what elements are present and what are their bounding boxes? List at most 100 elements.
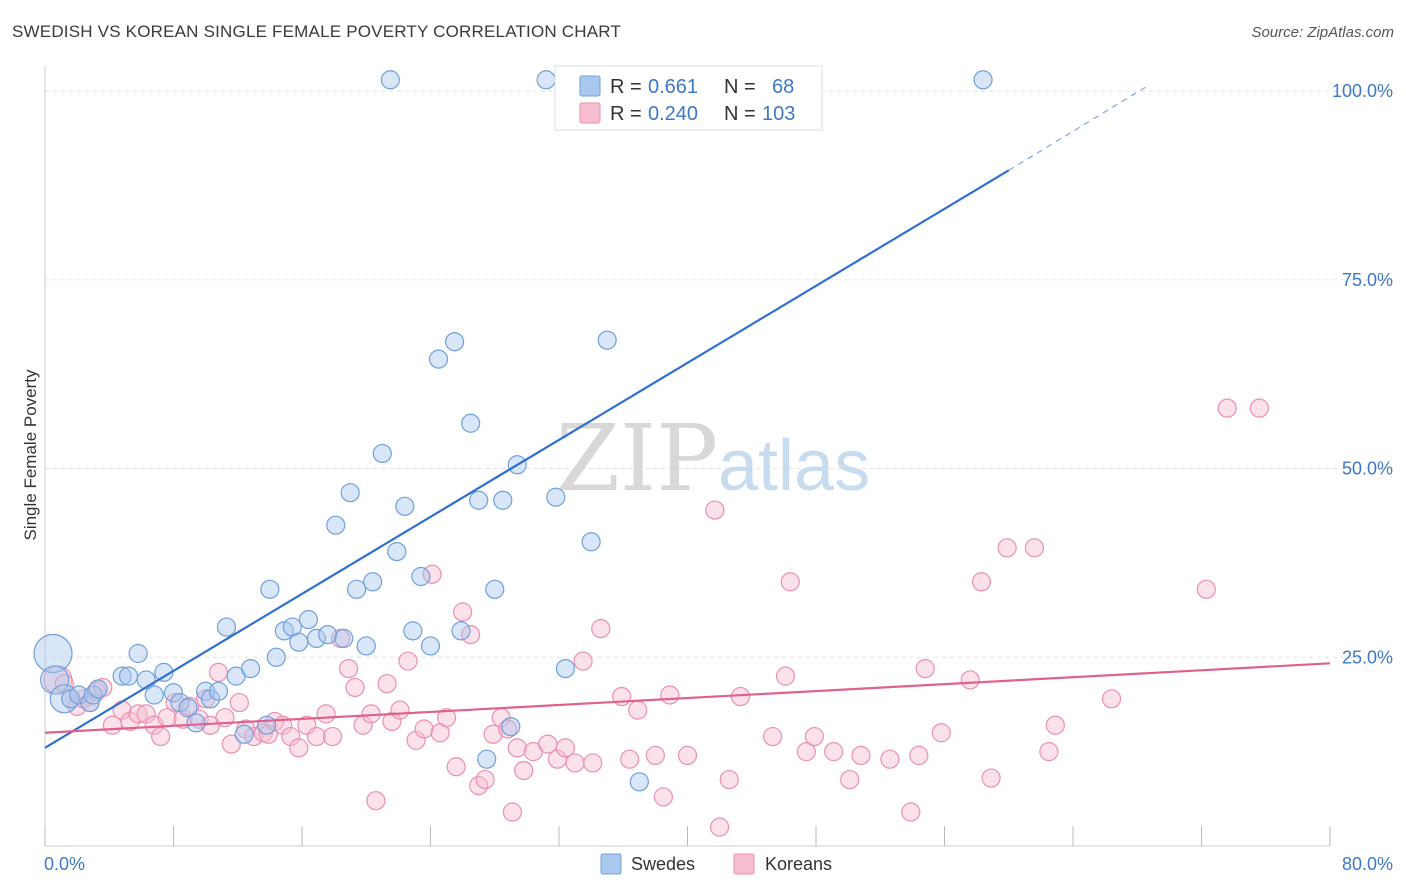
korean-point-25 [229,692,249,713]
korean-point-86 [796,742,816,762]
legend-swedes-swatch [600,853,622,875]
y-axis-label: Single Female Poverty [21,369,40,541]
korean-point-55 [461,625,481,645]
swede-point-0 [33,633,73,674]
korean-point-97 [971,572,992,592]
korean-point-102 [1045,715,1065,735]
korean-point-53 [446,757,466,777]
korean-point-94 [915,658,935,679]
korean-point-47 [398,651,418,671]
swede-point-32 [306,628,327,649]
korean-point-88 [824,742,844,762]
swede-point-47 [444,332,465,352]
x-tick-labels: 0.0% 80.0% [44,854,1393,874]
korean-point-96 [960,670,980,690]
swede-point-43 [403,621,423,641]
korean-point-36 [316,704,336,724]
swedes-r-value: 0.661 [648,76,698,98]
swede-point-42 [395,496,415,516]
korean-point-83 [763,726,783,747]
grid-lines [45,90,1390,658]
korean-point-77 [660,685,680,705]
korean-point-10 [120,711,140,732]
swede-point-2 [49,684,79,714]
swede-point-60 [629,772,649,792]
swede-point-37 [347,579,367,599]
korean-point-85 [780,572,800,592]
korean-point-80 [710,817,730,837]
korean-point-16 [165,692,185,713]
korean-point-81 [719,769,739,790]
watermark-atlas: atlas [718,426,870,506]
korean-point-100 [1024,538,1045,558]
swede-point-59 [597,330,617,350]
korean-point-73 [620,749,640,769]
swede-point-49 [461,413,481,433]
x-tick-label-1: 80.0% [1342,854,1393,874]
korean-point-75 [645,745,665,766]
swede-point-12 [144,685,164,705]
korean-point-98 [981,768,1001,788]
korean-point-60 [498,719,518,739]
korean-point-32 [281,726,301,747]
korean-point-37 [322,726,343,747]
swede-points [33,70,993,792]
korean-point-57 [475,769,495,790]
swede-point-34 [334,628,354,649]
korean-point-71 [591,618,611,639]
swede-point-62 [536,70,556,90]
korean-point-54 [453,602,473,622]
korean-point-69 [573,651,593,671]
koreans-n-label: N = [724,103,756,125]
swede-point-61 [380,70,400,90]
swede-point-44 [411,566,431,587]
korean-point-68 [565,753,585,773]
trend-lines [44,86,1331,749]
korean-point-63 [514,760,534,781]
x-tick-label-0: 0.0% [44,854,85,874]
korean-point-92 [901,802,921,822]
korean-point-46 [390,700,410,720]
korean-point-35 [306,726,327,747]
korean-point-12 [136,704,156,724]
swede-point-39 [363,572,383,592]
koreans-n-value: 103 [762,103,795,125]
korean-point-87 [804,726,824,747]
swede-point-58 [581,532,601,552]
y-tick-label-3: 100.0% [1332,81,1393,101]
swede-point-20 [208,681,229,701]
series-legend: Swedes Koreans [600,853,832,875]
korean-point-49 [414,719,434,739]
swede-point-52 [485,579,505,599]
y-tick-label-0: 25.0% [1342,647,1393,667]
korean-point-40 [345,677,365,698]
swedes-trend-line [44,169,1010,749]
swede-point-45 [420,636,441,656]
swede-point-40 [372,443,392,464]
swede-point-46 [428,349,449,369]
swede-point-31 [298,609,319,630]
swede-point-65 [973,70,993,90]
y-tick-label-2: 75.0% [1342,270,1393,290]
korean-point-79 [705,500,725,520]
korean-point-106 [1249,398,1269,418]
korean-point-61 [502,802,523,822]
swede-point-53 [493,490,513,510]
legend-koreans-swatch [733,853,755,875]
swede-point-23 [234,724,254,744]
swede-point-4 [69,685,89,705]
y-tick-label-1: 50.0% [1342,459,1393,479]
swedes-swatch [579,75,601,97]
korean-point-62 [507,738,527,758]
source-label: Source: ZipAtlas.com [1251,24,1394,41]
swede-point-50 [469,490,489,510]
korean-point-44 [377,674,397,694]
korean-point-24 [221,734,241,754]
watermark-zip: ZIP [556,405,718,512]
korean-point-14 [151,726,171,747]
korean-point-90 [851,745,871,766]
korean-point-70 [583,753,603,773]
swede-point-17 [186,713,206,733]
swede-point-16 [178,698,198,718]
korean-point-101 [1039,742,1059,762]
